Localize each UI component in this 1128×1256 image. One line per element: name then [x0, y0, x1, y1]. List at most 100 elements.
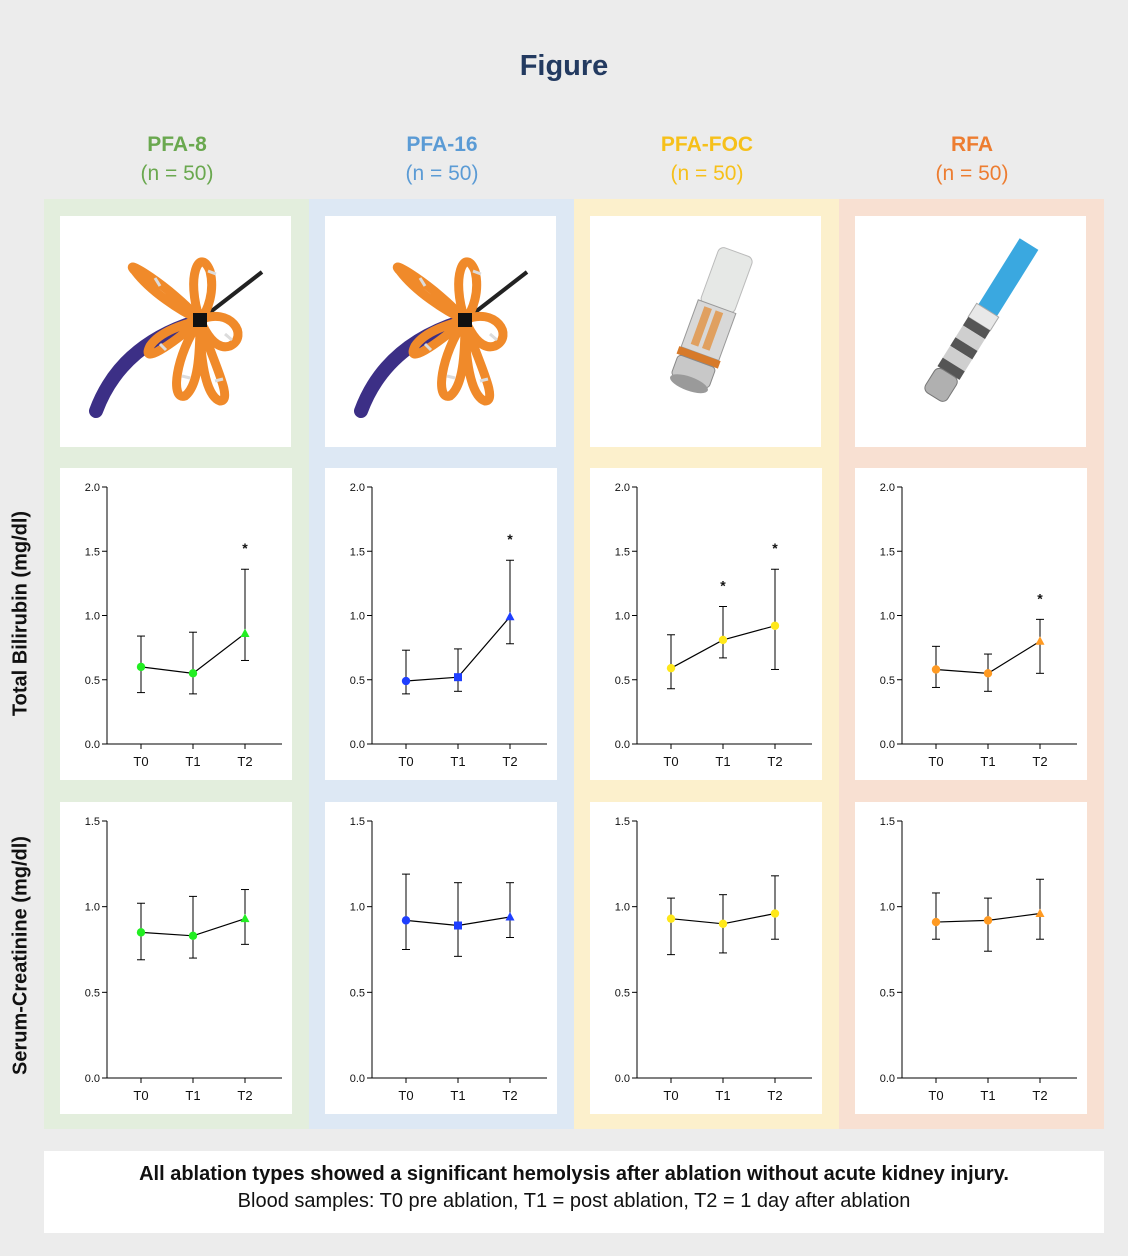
y-tick-label: 0.5: [85, 675, 100, 687]
data-point: [983, 669, 993, 678]
x-tick-label: T2: [1032, 1088, 1047, 1103]
y-tick-label: 2.0: [880, 482, 895, 494]
x-tick-label: T1: [185, 754, 200, 769]
chart-panel-creatinine-rfa: 0.0 0.5 1.0 1.5 T0 T1 T2: [855, 802, 1087, 1114]
data-point: [401, 916, 411, 925]
group-n: (n = 50): [670, 162, 744, 185]
chart-creatinine-rfa: 0.0 0.5 1.0 1.5 T0 T1 T2: [880, 816, 1077, 1103]
y-tick-label: 0.0: [350, 739, 365, 751]
chart-panel-bilirubin-pfa-foc: 0.0 0.5 1.0 1.5 2.0 T0 T1 T2 * *: [590, 468, 822, 780]
x-tick-label: T1: [980, 1088, 995, 1103]
pfa-focal-catheter-icon: [670, 247, 753, 394]
chart-bilirubin-pfa-foc: 0.0 0.5 1.0 1.5 2.0 T0 T1 T2 * *: [615, 482, 812, 769]
y-tick-label: 0.0: [85, 739, 100, 751]
y-tick-label: 0.0: [880, 739, 895, 751]
significance-marker: *: [507, 531, 513, 547]
significance-marker: *: [772, 540, 778, 556]
image-panel-pfa-16: [325, 216, 556, 447]
x-tick-label: T2: [502, 1088, 517, 1103]
significance-marker: *: [1037, 590, 1043, 606]
row-label-bilirubin: Total Bilirubin (mg/dl): [9, 510, 32, 717]
image-panel-pfa-8: [60, 216, 291, 447]
chart-panel-bilirubin-pfa-16: 0.0 0.5 1.0 1.5 2.0 T0 T1 T2 *: [325, 468, 557, 780]
y-tick-label: 1.5: [350, 546, 365, 558]
y-tick-label: 1.0: [615, 611, 630, 623]
y-tick-label: 1.0: [85, 611, 100, 623]
data-point: [505, 611, 515, 621]
y-tick-label: 0.5: [85, 987, 100, 999]
chart-panel-creatinine-pfa-foc: 0.0 0.5 1.0 1.5 T0 T1 T2: [590, 802, 822, 1114]
data-point: [931, 665, 941, 674]
data-point: [136, 662, 146, 672]
data-point: [240, 913, 250, 923]
caption-headline: All ablation types showed a significant …: [139, 1163, 1009, 1185]
data-point: [666, 914, 676, 923]
y-tick-label: 0.5: [880, 987, 895, 999]
chart-creatinine-pfa-16: 0.0 0.5 1.0 1.5 T0 T1 T2: [350, 816, 547, 1103]
x-tick-label: T2: [502, 754, 517, 769]
data-point: [770, 621, 780, 630]
group-name: PFA-8: [147, 133, 207, 156]
x-tick-label: T1: [715, 754, 730, 769]
y-tick-label: 2.0: [350, 482, 365, 494]
x-tick-label: T2: [237, 754, 252, 769]
chart-bilirubin-pfa-16: 0.0 0.5 1.0 1.5 2.0 T0 T1 T2 *: [350, 482, 547, 769]
data-point: [136, 928, 146, 937]
x-tick-label: T2: [767, 754, 782, 769]
x-tick-label: T0: [133, 754, 148, 769]
y-tick-label: 2.0: [85, 482, 100, 494]
x-tick-label: T2: [237, 1088, 252, 1103]
data-point: [770, 909, 780, 918]
x-tick-label: T0: [928, 1088, 943, 1103]
x-tick-label: T1: [450, 754, 465, 769]
row-label-creatinine: Serum-Creatinine (mg/dl): [9, 836, 32, 1075]
x-tick-label: T0: [928, 754, 943, 769]
pfa-8-catheter-icon: [89, 257, 264, 418]
chart-panel-bilirubin-rfa: 0.0 0.5 1.0 1.5 2.0 T0 T1 T2 *: [855, 468, 1087, 780]
y-tick-label: 1.5: [880, 546, 895, 558]
data-point: [454, 673, 462, 682]
y-tick-label: 2.0: [615, 482, 630, 494]
y-tick-label: 1.0: [880, 902, 895, 914]
column-header-rfa: RFA (n = 50): [839, 130, 1105, 188]
figure-title: Figure: [519, 50, 609, 82]
y-tick-label: 1.5: [350, 816, 365, 828]
group-name: PFA-16: [406, 133, 478, 156]
x-tick-label: T1: [715, 1088, 730, 1103]
y-tick-label: 0.0: [615, 1073, 630, 1085]
x-tick-label: T2: [767, 1088, 782, 1103]
x-tick-label: T0: [398, 754, 413, 769]
y-tick-label: 0.0: [615, 739, 630, 751]
data-point: [718, 635, 728, 645]
y-tick-label: 1.0: [615, 902, 630, 914]
x-tick-label: T1: [980, 754, 995, 769]
data-point: [188, 931, 198, 940]
data-point: [240, 628, 250, 637]
chart-panel-creatinine-pfa-8: 0.0 0.5 1.0 1.5 T0 T1 T2: [60, 802, 292, 1114]
data-point: [718, 919, 728, 928]
y-tick-label: 1.5: [880, 816, 895, 828]
chart-creatinine-pfa-foc: 0.0 0.5 1.0 1.5 T0 T1 T2: [615, 816, 812, 1103]
figure-caption: All ablation types showed a significant …: [44, 1151, 1104, 1233]
pfa-16-catheter-icon: [354, 257, 529, 418]
group-n: (n = 50): [405, 162, 479, 185]
y-tick-label: 0.5: [615, 675, 630, 687]
chart-panel-creatinine-pfa-16: 0.0 0.5 1.0 1.5 T0 T1 T2: [325, 802, 557, 1114]
x-tick-label: T0: [663, 754, 678, 769]
y-tick-label: 0.0: [350, 1073, 365, 1085]
data-point: [983, 916, 993, 925]
image-panel-pfa-foc: [590, 216, 821, 447]
y-tick-label: 0.5: [880, 675, 895, 687]
group-name: RFA: [951, 133, 993, 156]
group-name: PFA-FOC: [660, 133, 754, 156]
image-panel-rfa: [855, 216, 1086, 447]
y-tick-label: 1.0: [85, 902, 100, 914]
data-point: [666, 663, 676, 673]
data-point: [188, 669, 198, 678]
y-tick-label: 1.5: [85, 546, 100, 558]
x-tick-label: T0: [133, 1088, 148, 1103]
y-tick-label: 0.5: [350, 675, 365, 687]
significance-marker: *: [242, 540, 248, 556]
y-tick-label: 1.5: [85, 816, 100, 828]
x-tick-label: T1: [450, 1088, 465, 1103]
